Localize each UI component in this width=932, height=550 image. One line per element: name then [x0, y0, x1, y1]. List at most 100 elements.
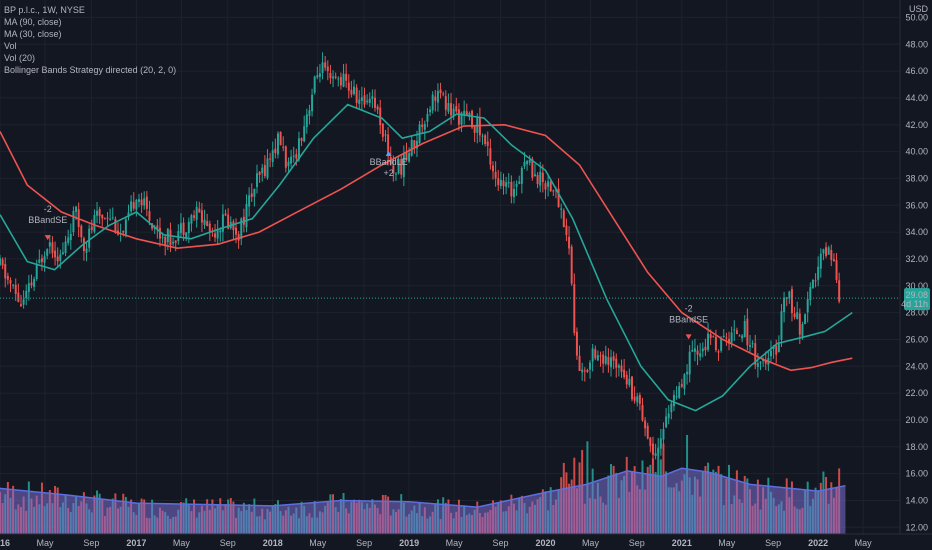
candle-body	[562, 210, 565, 228]
candle-body	[460, 112, 463, 125]
time-tick-label: 2018	[263, 538, 283, 548]
candle-body	[796, 312, 799, 319]
candle-body	[193, 215, 196, 218]
candle-body	[415, 140, 418, 149]
candle-body	[387, 134, 390, 157]
candle-body	[40, 258, 43, 262]
volume-ma-line	[0, 467, 846, 508]
candle-body	[321, 62, 324, 73]
candle-body	[649, 437, 652, 447]
candle-body	[43, 256, 46, 263]
candle-body	[536, 175, 539, 185]
candle-body	[667, 413, 670, 419]
price-tick-label: 40.00	[905, 147, 928, 157]
candle-body	[484, 135, 487, 145]
candle-body	[457, 109, 460, 125]
candle-body	[56, 256, 59, 262]
candle-body	[266, 158, 269, 178]
candle-body	[355, 87, 358, 103]
candle-body	[481, 135, 484, 137]
price-tick-label: 30.00	[905, 281, 928, 291]
legend-vol: Vol	[4, 41, 17, 51]
candle-body	[494, 171, 497, 179]
candle-body	[179, 223, 182, 234]
candle-body	[300, 138, 303, 141]
candle-body	[686, 371, 689, 375]
candle-body	[248, 195, 251, 207]
candle-body	[714, 336, 717, 350]
candle-body	[586, 369, 589, 372]
candle-body	[22, 299, 25, 305]
legend-ma30: MA (30, close)	[4, 29, 62, 39]
candle-body	[581, 369, 584, 373]
ma-90-line	[0, 123, 853, 372]
candle-body	[172, 241, 175, 244]
candle-body	[271, 150, 274, 162]
candle-body	[636, 396, 639, 403]
candle-body	[827, 247, 830, 255]
signal-long-label: BBandLE	[370, 157, 408, 167]
candle-body	[672, 394, 675, 407]
candle-body	[334, 76, 337, 78]
candle-body	[224, 213, 227, 216]
candle-body	[261, 167, 264, 174]
candle-body	[751, 343, 754, 345]
candle-body	[620, 365, 623, 372]
candle-body	[533, 174, 536, 177]
candle-body	[122, 230, 125, 233]
candle-body	[75, 206, 78, 212]
candle-body	[832, 259, 835, 262]
candle-body	[599, 355, 602, 357]
candle-body	[64, 241, 67, 254]
candle-body	[0, 258, 1, 265]
price-tick-label: 36.00	[905, 200, 928, 210]
candle-body	[683, 374, 686, 389]
price-tick-label: 34.00	[905, 227, 928, 237]
candle-body	[376, 106, 379, 110]
candle-body	[838, 280, 841, 302]
candle-body	[476, 116, 479, 133]
price-tick-label: 50.00	[905, 12, 928, 22]
candle-body	[665, 416, 668, 428]
candle-body	[342, 73, 345, 87]
candle-body	[240, 218, 243, 239]
candle-body	[303, 126, 306, 142]
time-tick-label: Sep	[629, 538, 645, 548]
candle-body	[216, 230, 219, 239]
candle-body	[400, 159, 403, 175]
candle-body	[772, 346, 775, 349]
candle-body	[132, 202, 135, 209]
candle-body	[1, 259, 4, 266]
candle-body	[804, 314, 807, 325]
price-tick-label: 20.00	[905, 415, 928, 425]
candle-body	[541, 172, 544, 182]
candle-body	[604, 355, 607, 364]
candle-body	[329, 72, 332, 79]
time-tick-label: May	[446, 538, 464, 548]
time-tick-label: 2019	[399, 538, 419, 548]
candle-body	[292, 155, 295, 157]
candle-body	[788, 291, 791, 299]
candle-body	[570, 246, 573, 284]
candle-body	[140, 199, 143, 206]
candle-body	[27, 283, 30, 292]
candle-body	[158, 227, 161, 239]
price-tick-label: 28.00	[905, 308, 928, 318]
candle-body	[830, 250, 833, 260]
candle-body	[161, 237, 164, 239]
candle-body	[311, 94, 314, 112]
candle-body	[518, 181, 521, 184]
candle-body	[526, 160, 529, 165]
candle-body	[374, 97, 376, 108]
candle-body	[615, 358, 618, 368]
candle-body	[806, 299, 809, 313]
candle-body	[256, 173, 258, 188]
candle-body	[617, 365, 620, 368]
candle-body	[30, 282, 33, 286]
candle-body	[741, 335, 744, 339]
candle-body	[332, 76, 335, 79]
candle-body	[156, 225, 159, 229]
candle-body	[717, 351, 720, 353]
